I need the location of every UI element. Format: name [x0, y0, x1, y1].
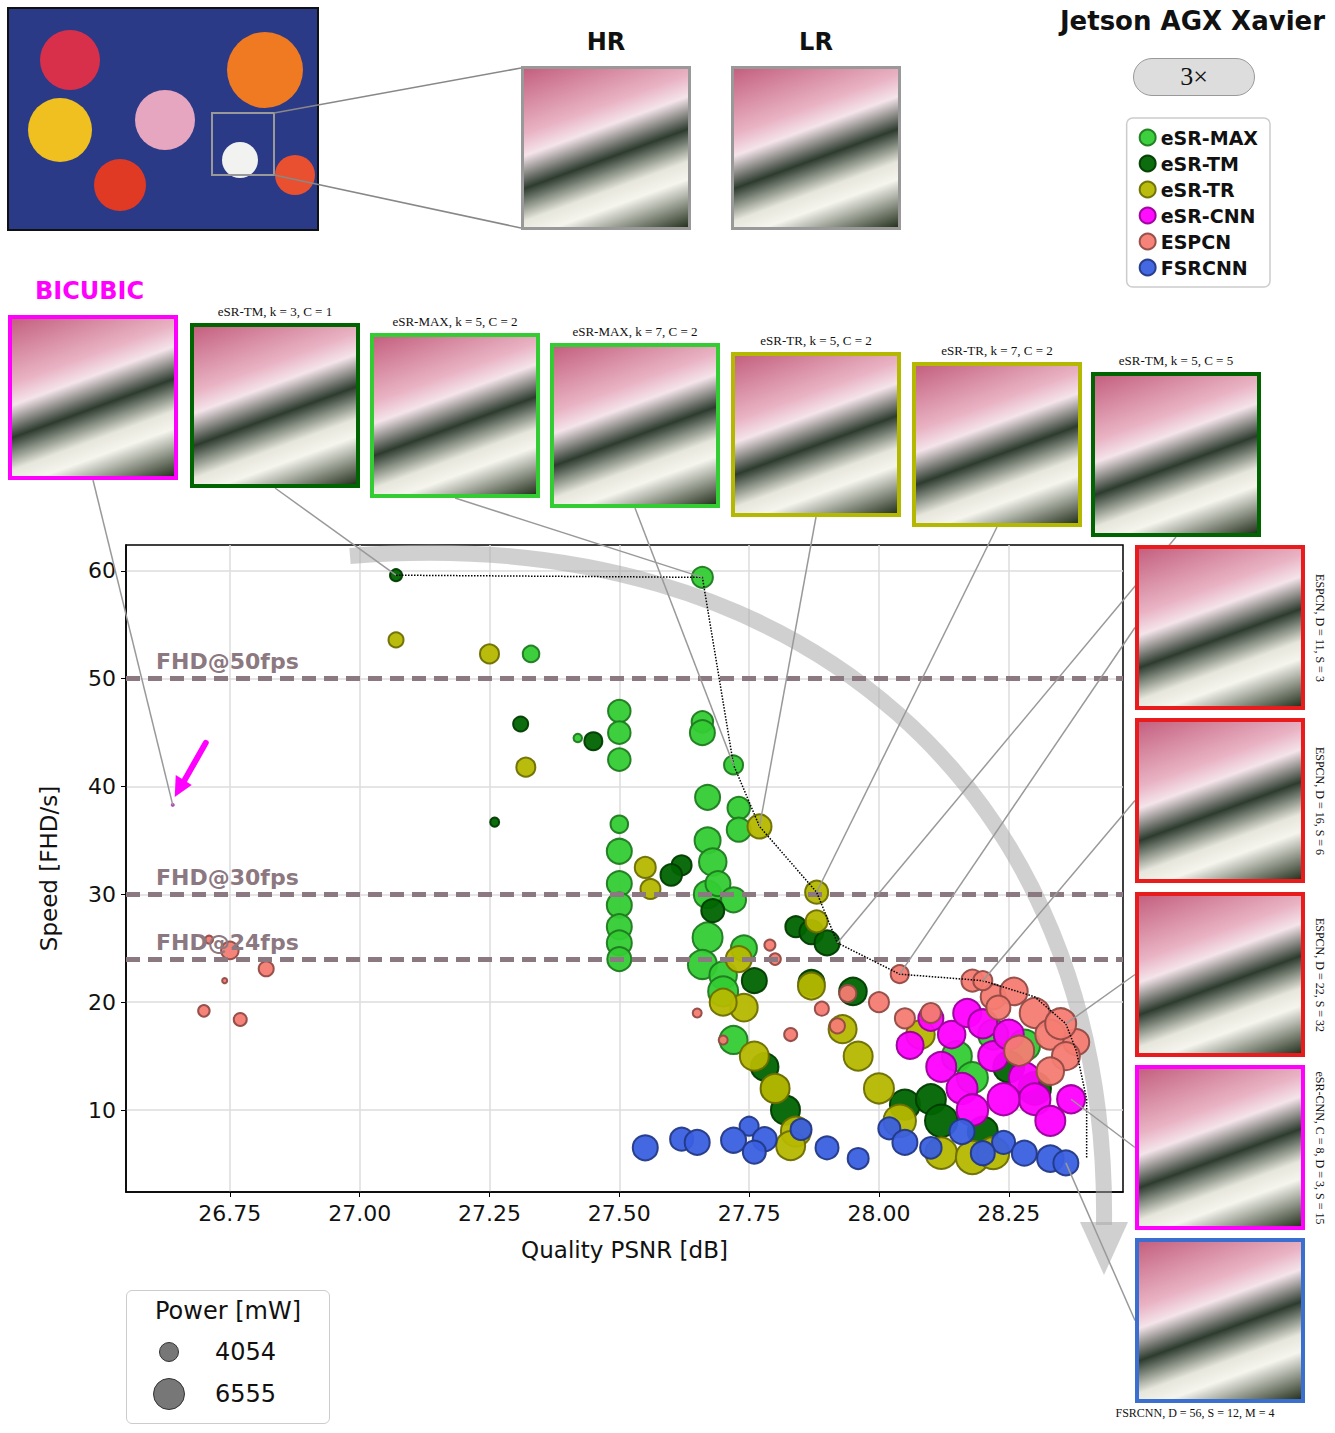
html-text:3×: 3× — [1180, 62, 1208, 91]
svg-text:Speed [FHD/s]: Speed [FHD/s] — [36, 786, 62, 951]
svg-text:60: 60 — [88, 558, 116, 583]
html-text:Jetson AGX Xavier: Jetson AGX Xavier — [1059, 6, 1325, 36]
svg-text:20: 20 — [88, 990, 116, 1015]
html-text:eSR-TM, k = 5, C = 5: eSR-TM, k = 5, C = 5 — [1118, 353, 1234, 368]
html-text:eSR-TR, k = 7, C = 2: eSR-TR, k = 7, C = 2 — [941, 343, 1053, 358]
html-text:ESPCN, D = 11, S = 3: ESPCN, D = 11, S = 3 — [1312, 573, 1327, 682]
html-text:BICUBIC: BICUBIC — [35, 277, 145, 305]
svg-text:27.75: 27.75 — [718, 1201, 781, 1226]
html-text:Power [mW]: Power [mW] — [155, 1297, 301, 1325]
html-text:ESPCN, D = 16, S = 6: ESPCN, D = 16, S = 6 — [1312, 746, 1327, 855]
svg-text:40: 40 — [88, 774, 116, 799]
svg-text:50: 50 — [88, 666, 116, 691]
html-text:ESPCN, D = 22, S = 32: ESPCN, D = 22, S = 32 — [1312, 917, 1327, 1032]
svg-text:27.25: 27.25 — [458, 1201, 521, 1226]
svg-text:Quality PSNR [dB]: Quality PSNR [dB] — [521, 1237, 728, 1263]
svg-text:FSRCNN: FSRCNN — [1161, 257, 1248, 279]
html-text:6555: 6555 — [215, 1380, 277, 1408]
svg-text:28.00: 28.00 — [847, 1201, 910, 1226]
html-text:LR: LR — [799, 28, 833, 56]
svg-text:eSR-MAX: eSR-MAX — [1161, 127, 1259, 149]
svg-text:FHD@24fps: FHD@24fps — [156, 930, 299, 955]
svg-text:eSR-TM: eSR-TM — [1161, 153, 1239, 175]
html-text:eSR-TR, k = 5, C = 2: eSR-TR, k = 5, C = 2 — [760, 333, 872, 348]
svg-text:ESPCN: ESPCN — [1161, 231, 1231, 253]
svg-text:27.00: 27.00 — [328, 1201, 391, 1226]
svg-text:eSR-CNN: eSR-CNN — [1161, 205, 1256, 227]
svg-text:FHD@50fps: FHD@50fps — [156, 649, 299, 674]
html-text:4054: 4054 — [215, 1338, 277, 1366]
html-text:HR: HR — [586, 28, 626, 56]
html-text:eSR-CNN, C = 8, D = 3, S = 15: eSR-CNN, C = 8, D = 3, S = 15 — [1312, 1071, 1327, 1224]
svg-text:26.75: 26.75 — [198, 1201, 261, 1226]
html-text:FSRCNN, D = 56, S = 12, M = 4: FSRCNN, D = 56, S = 12, M = 4 — [1115, 1406, 1275, 1420]
svg-text:30: 30 — [88, 882, 116, 907]
svg-text:27.50: 27.50 — [588, 1201, 651, 1226]
html-text:eSR-MAX, k = 7, C = 2: eSR-MAX, k = 7, C = 2 — [572, 324, 698, 339]
svg-text:28.25: 28.25 — [977, 1201, 1040, 1226]
svg-text:FHD@30fps: FHD@30fps — [156, 865, 299, 890]
html-text:eSR-MAX, k = 5, C = 2: eSR-MAX, k = 5, C = 2 — [392, 314, 518, 329]
svg-text:eSR-TR: eSR-TR — [1161, 179, 1235, 201]
html-text:eSR-TM, k = 3, C = 1: eSR-TM, k = 3, C = 1 — [217, 304, 333, 319]
svg-text:10: 10 — [88, 1098, 116, 1123]
